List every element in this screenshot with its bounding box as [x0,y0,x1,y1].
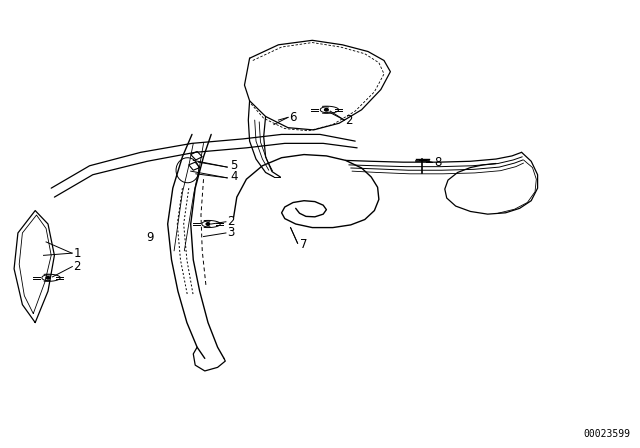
Text: 2: 2 [346,113,353,127]
Text: 2: 2 [74,260,81,273]
Text: 9: 9 [146,231,154,244]
Text: 8: 8 [434,155,442,169]
Circle shape [324,108,328,111]
Text: 2: 2 [227,215,235,228]
Text: 3: 3 [227,226,235,240]
Text: 00023599: 00023599 [584,429,630,439]
Text: 1: 1 [74,246,81,260]
Text: 6: 6 [289,111,297,124]
Circle shape [206,223,210,225]
Circle shape [46,276,50,279]
Text: 7: 7 [300,237,307,251]
Text: 5: 5 [230,159,238,172]
Text: 4: 4 [230,170,238,184]
